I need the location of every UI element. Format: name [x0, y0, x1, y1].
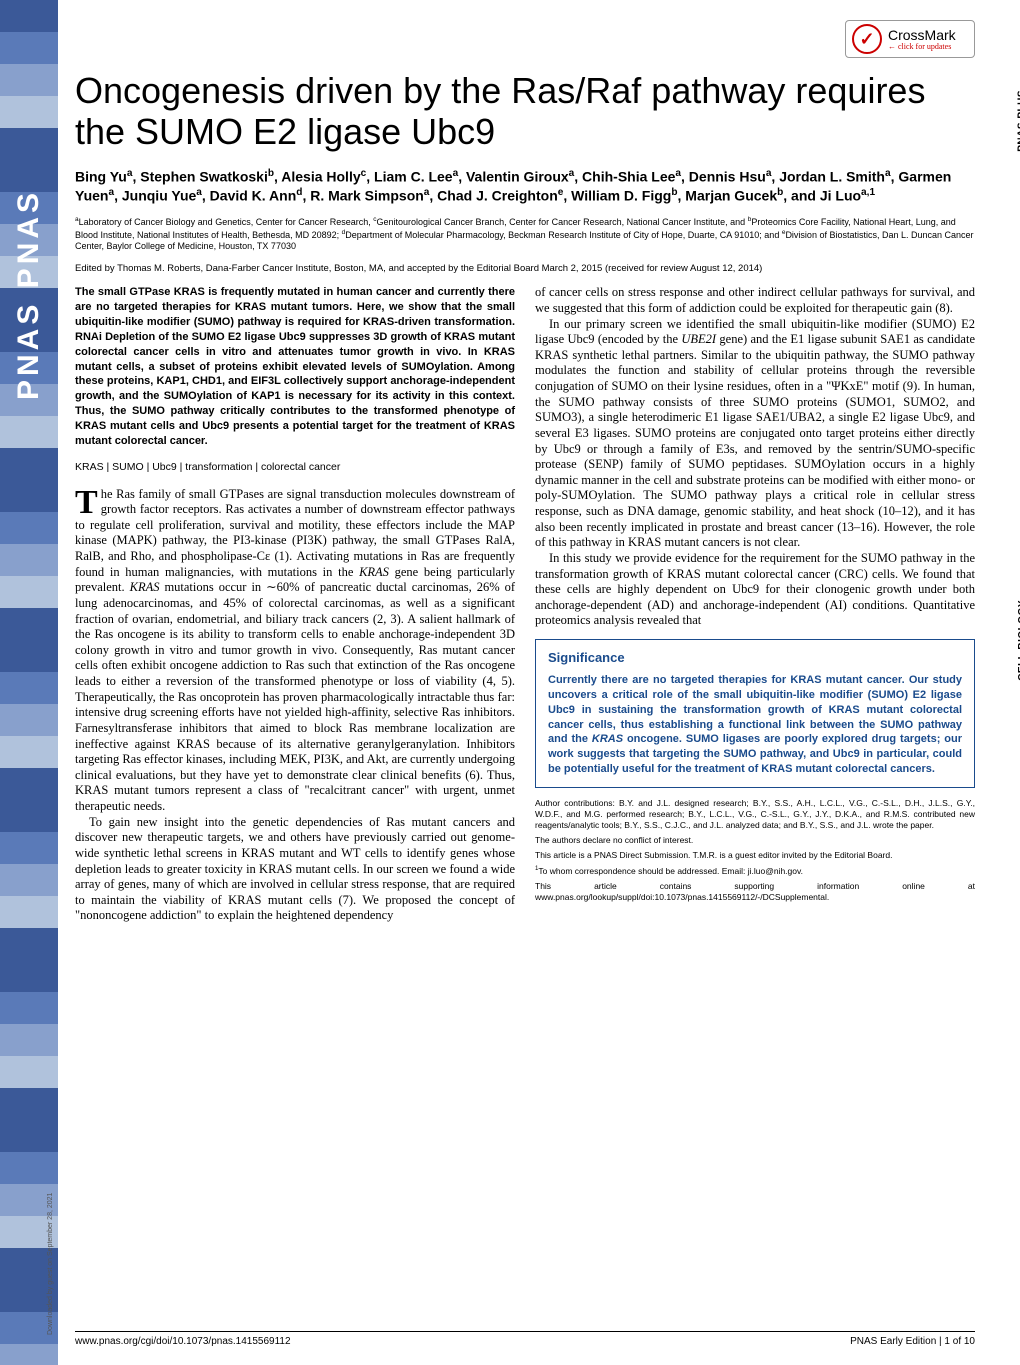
crossmark-icon: ✓ — [852, 24, 882, 54]
body-p2: To gain new insight into the genetic dep… — [75, 815, 515, 924]
body-r3: In this study we provide evidence for th… — [535, 551, 975, 629]
right-column: of cancer cells on stress response and o… — [535, 285, 975, 924]
body-r1: of cancer cells on stress response and o… — [535, 285, 975, 316]
page-content: ✓ CrossMark ← click for updates PNAS PLU… — [75, 20, 975, 924]
affiliations: aLaboratory of Cancer Biology and Geneti… — [75, 216, 975, 253]
footer-page: PNAS Early Edition | 1 of 10 — [850, 1336, 975, 1347]
significance-box: Significance Currently there are no targ… — [535, 639, 975, 788]
left-column: The small GTPase KRAS is frequently muta… — [75, 285, 515, 924]
footer-doi: www.pnas.org/cgi/doi/10.1073/pnas.141556… — [75, 1336, 291, 1347]
abstract: The small GTPase KRAS is frequently muta… — [75, 285, 515, 448]
footnote-conflict: The authors declare no conflict of inter… — [535, 835, 975, 846]
body-r2: In our primary screen we identified the … — [535, 317, 975, 551]
crossmark-badge[interactable]: ✓ CrossMark ← click for updates — [845, 20, 975, 58]
pnas-sidebar-text: PNAS PNAS — [12, 189, 46, 400]
crossmark-label-wrap: CrossMark ← click for updates — [888, 28, 956, 51]
article-title: Oncogenesis driven by the Ras/Raf pathwa… — [75, 70, 975, 153]
download-note: Downloaded by guest on September 28, 202… — [47, 1193, 54, 1335]
footnote-direct: This article is a PNAS Direct Submission… — [535, 850, 975, 861]
body-right: of cancer cells on stress response and o… — [535, 285, 975, 629]
footnote-contributions: Author contributions: B.Y. and J.L. desi… — [535, 798, 975, 831]
crossmark-sub: ← click for updates — [888, 42, 956, 51]
body-left: The Ras family of small GTPases are sign… — [75, 487, 515, 925]
page-footer: www.pnas.org/cgi/doi/10.1073/pnas.141556… — [75, 1331, 975, 1347]
keywords: KRAS | SUMO | Ubc9 | transformation | co… — [75, 461, 515, 473]
body-p1: The Ras family of small GTPases are sign… — [75, 487, 515, 815]
significance-body: Currently there are no targeted therapie… — [548, 673, 962, 777]
pnas-sidebar: PNAS PNAS — [0, 0, 58, 1365]
significance-title: Significance — [548, 650, 962, 665]
footnotes: Author contributions: B.Y. and J.L. desi… — [535, 798, 975, 903]
footnote-correspondence: 1To whom correspondence should be addres… — [535, 865, 975, 877]
two-column-layout: The small GTPase KRAS is frequently muta… — [75, 285, 975, 924]
edited-by: Edited by Thomas M. Roberts, Dana-Farber… — [75, 263, 975, 275]
footnote-supporting: This article contains supporting informa… — [535, 881, 975, 903]
crossmark-label: CrossMark — [888, 28, 956, 42]
authors: Bing Yua, Stephen Swatkoskib, Alesia Hol… — [75, 167, 975, 206]
